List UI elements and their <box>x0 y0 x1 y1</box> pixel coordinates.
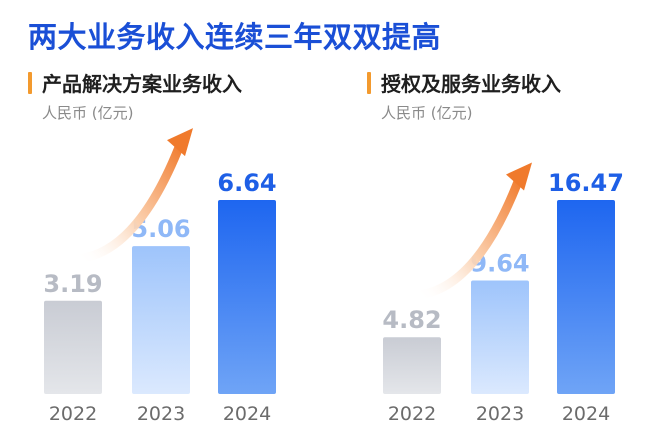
bar-value-label: 3.19 <box>43 270 102 298</box>
trend-arrow-head-icon <box>167 128 193 157</box>
bar-value-label: 6.64 <box>217 169 276 197</box>
bar-value-label: 4.82 <box>382 306 441 334</box>
chart-unit: 人民币 (亿元) <box>381 104 473 122</box>
x-tick-label: 2024 <box>223 403 271 425</box>
bar-2022 <box>383 337 441 394</box>
x-tick-label: 2023 <box>476 403 524 425</box>
chart-title: 授权及服务业务收入 <box>381 72 561 96</box>
title-accent-bar <box>28 72 32 94</box>
bar-2023 <box>471 280 529 394</box>
bar-2023 <box>132 246 190 394</box>
chart-title: 产品解决方案业务收入 <box>42 72 242 96</box>
trend-arrow-icon <box>73 137 186 264</box>
x-tick-label: 2024 <box>562 403 610 425</box>
chart-unit: 人民币 (亿元) <box>42 104 134 122</box>
bar-value-label: 16.47 <box>548 169 624 197</box>
bar-2024 <box>218 200 276 394</box>
bar-2024 <box>557 200 615 394</box>
trend-arrow-icon <box>412 171 525 300</box>
bar-2022 <box>44 300 102 394</box>
x-tick-label: 2022 <box>49 403 97 425</box>
trend-arrow-head-icon <box>506 162 532 191</box>
chart-licensing-services: 授权及服务业务收入 人民币 (亿元) 4.82 2022 9.64 2023 16.47… <box>367 66 672 446</box>
x-tick-label: 2023 <box>137 403 185 425</box>
headline: 两大业务收入连续三年双双提高 <box>28 20 442 54</box>
chart-product-solutions: 产品解决方案业务收入 人民币 (亿元) 3.19 2022 5.06 2023 6.64… <box>28 66 348 446</box>
x-tick-label: 2022 <box>388 403 436 425</box>
title-accent-bar <box>367 72 371 94</box>
